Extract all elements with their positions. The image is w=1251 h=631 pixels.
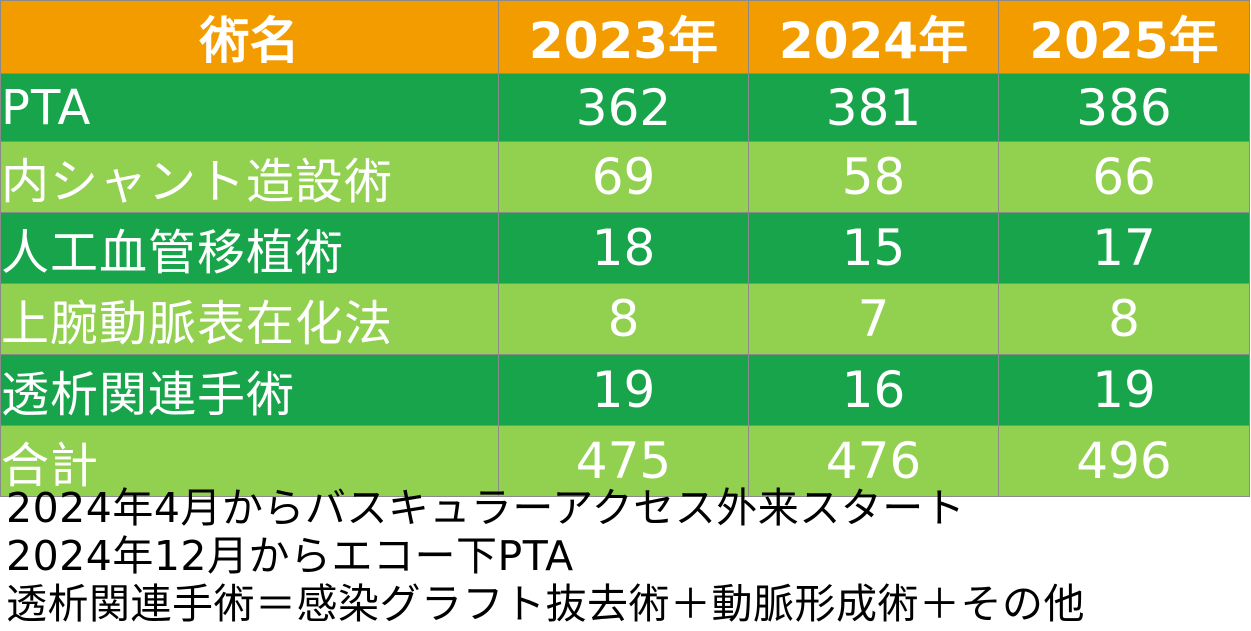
cell-value: 18 <box>498 212 749 284</box>
row-label: 上腕動脈表在化法 <box>0 283 499 355</box>
table-row: 透析関連手術 19 16 19 <box>0 354 1250 426</box>
cell-value: 15 <box>748 212 999 284</box>
cell-value: 58 <box>748 141 999 213</box>
row-label: 透析関連手術 <box>0 354 499 426</box>
cell-value: 362 <box>498 73 749 142</box>
cell-value: 7 <box>748 283 999 355</box>
surgery-count-table: 術名 2023年 2024年 2025年 PTA 362 381 386 内シャ… <box>0 0 1250 497</box>
cell-value: 19 <box>998 354 1250 426</box>
cell-value: 475 <box>498 425 749 497</box>
table-row: 人工血管移植術 18 15 17 <box>0 212 1250 284</box>
cell-value: 386 <box>998 73 1250 142</box>
row-label: 人工血管移植術 <box>0 212 499 284</box>
cell-value: 476 <box>748 425 999 497</box>
table-row: 上腕動脈表在化法 8 7 8 <box>0 283 1250 355</box>
footnotes: 2024年4月からバスキュラーアクセス外来スタート 2024年12月からエコー下… <box>6 484 1246 628</box>
cell-value: 381 <box>748 73 999 142</box>
header-year-2024: 2024年 <box>748 0 999 74</box>
cell-value: 496 <box>998 425 1250 497</box>
cell-value: 17 <box>998 212 1250 284</box>
cell-value: 8 <box>498 283 749 355</box>
row-label: 合計 <box>0 425 499 497</box>
header-year-2023: 2023年 <box>498 0 749 74</box>
footnote: 2024年12月からエコー下PTA <box>6 532 574 580</box>
header-procedure-name: 術名 <box>0 0 499 74</box>
cell-value: 16 <box>748 354 999 426</box>
table-row: 内シャント造設術 69 58 66 <box>0 141 1250 213</box>
table-row: PTA 362 381 386 <box>0 73 1250 142</box>
header-year-2025: 2025年 <box>998 0 1250 74</box>
cell-value: 19 <box>498 354 749 426</box>
cell-value: 8 <box>998 283 1250 355</box>
footnote: 2024年4月からバスキュラーアクセス外来スタート <box>6 484 966 532</box>
table-row-total: 合計 475 476 496 <box>0 425 1250 497</box>
footnote: 透析関連手術＝感染グラフト抜去術＋動脈形成術＋その他 <box>6 580 1085 628</box>
cell-value: 69 <box>498 141 749 213</box>
row-label: PTA <box>0 73 499 142</box>
cell-value: 66 <box>998 141 1250 213</box>
header-row: 術名 2023年 2024年 2025年 <box>0 0 1250 74</box>
row-label: 内シャント造設術 <box>0 141 499 213</box>
